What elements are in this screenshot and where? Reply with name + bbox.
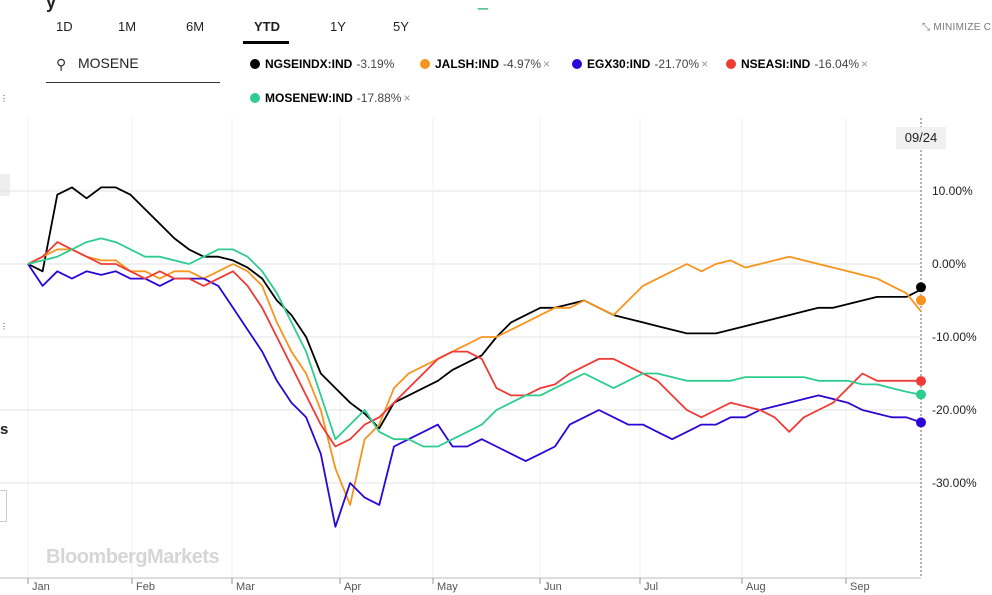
- sidebar-text-fragment: s: [0, 421, 9, 438]
- series-end-dot-ngseindx: [916, 282, 926, 293]
- remove-series-icon[interactable]: ×: [543, 57, 551, 71]
- x-tick-label: May: [437, 581, 458, 593]
- legend-item-mosenew: MOSENEW:IND -17.88% ×: [250, 91, 411, 105]
- legend-change: -4.97%: [503, 57, 542, 71]
- search-icon: ⚲: [56, 56, 67, 72]
- x-tick-label: Mar: [236, 581, 255, 593]
- legend-change: -21.70%: [654, 57, 700, 71]
- legend-dot: [420, 59, 430, 69]
- legend-symbol[interactable]: NSEASI:IND: [741, 57, 811, 71]
- legend-change: -3.19%: [356, 57, 395, 71]
- minimize-button[interactable]: ⤡ MINIMIZE C: [922, 22, 991, 33]
- x-tick-label: Jun: [544, 581, 562, 593]
- series-line-nseasi: [27, 241, 921, 448]
- legend-symbol[interactable]: MOSENEW:IND: [265, 91, 353, 105]
- title-fragment: y: [46, 0, 57, 12]
- legend-item-ngseindx: NGSEINDX:IND -3.19%: [250, 57, 394, 71]
- legend-symbol[interactable]: NGSEINDX:IND: [265, 57, 353, 71]
- legend-symbol[interactable]: EGX30:IND: [587, 57, 651, 71]
- tab-6m[interactable]: 6M: [186, 19, 205, 34]
- legend-change: -16.04%: [814, 57, 860, 71]
- x-tick-label: Aug: [746, 581, 766, 593]
- search-box: ⚲: [46, 48, 220, 83]
- bloomberg-watermark: BloombergMarkets: [46, 546, 220, 568]
- sidebar-box-fragment: [0, 490, 7, 522]
- legend-change: -17.88%: [356, 91, 402, 105]
- x-tick-label: Apr: [344, 581, 361, 593]
- edge-dots: ⋮: [0, 94, 8, 103]
- y-tick-label: -30.00%: [932, 476, 977, 490]
- series-line-mosenew: [27, 237, 922, 448]
- legend-item-jalsh: JALSH:IND -4.97% ×: [420, 57, 550, 71]
- x-tick-label: Jan: [32, 581, 50, 593]
- search-input[interactable]: [76, 54, 220, 72]
- y-tick-label: -10.00%: [932, 330, 977, 344]
- crosshair-date-label: 09/24: [896, 127, 946, 149]
- x-tick-label: Jul: [644, 581, 658, 593]
- series-end-dot-egx30: [916, 417, 926, 428]
- remove-series-icon[interactable]: ×: [701, 57, 709, 71]
- series-line-egx30: [27, 263, 922, 528]
- tab-5y[interactable]: 5Y: [393, 19, 409, 34]
- minimize-label: MINIMIZE C: [933, 22, 992, 33]
- sidebar-fragment: [0, 174, 10, 196]
- legend-item-egx30: EGX30:IND -21.70% ×: [572, 57, 708, 71]
- y-tick-label: 10.00%: [932, 184, 973, 198]
- tab-1d[interactable]: 1D: [56, 19, 73, 34]
- legend-symbol[interactable]: JALSH:IND: [435, 57, 500, 71]
- y-tick-label: 0.00%: [932, 257, 966, 271]
- x-tick-label: Feb: [136, 581, 155, 593]
- legend-dot: [250, 59, 260, 69]
- title-fragment-green: _: [478, 0, 489, 10]
- x-tick-label: Sep: [850, 581, 870, 593]
- tab-ytd[interactable]: YTD: [254, 19, 280, 34]
- legend-item-nseasi: NSEASI:IND -16.04% ×: [726, 57, 868, 71]
- remove-series-icon[interactable]: ×: [861, 57, 869, 71]
- active-tab-indicator: [243, 41, 289, 44]
- tab-1y[interactable]: 1Y: [330, 19, 346, 34]
- edge-dots: ⋮: [0, 322, 8, 331]
- legend-dot: [250, 93, 260, 103]
- legend-dot: [572, 59, 582, 69]
- remove-series-icon[interactable]: ×: [403, 91, 411, 105]
- series-line-ngseindx: [27, 186, 922, 430]
- series-end-dot-nseasi: [916, 376, 926, 387]
- y-tick-label: -20.00%: [932, 403, 977, 417]
- legend-dot: [726, 59, 736, 69]
- series-line-jalsh: [27, 248, 922, 506]
- series-end-dot-mosenew: [916, 389, 926, 400]
- minimize-icon: ⤡: [922, 22, 931, 33]
- series-end-dot-jalsh: [916, 295, 926, 306]
- tab-1m[interactable]: 1M: [118, 19, 137, 34]
